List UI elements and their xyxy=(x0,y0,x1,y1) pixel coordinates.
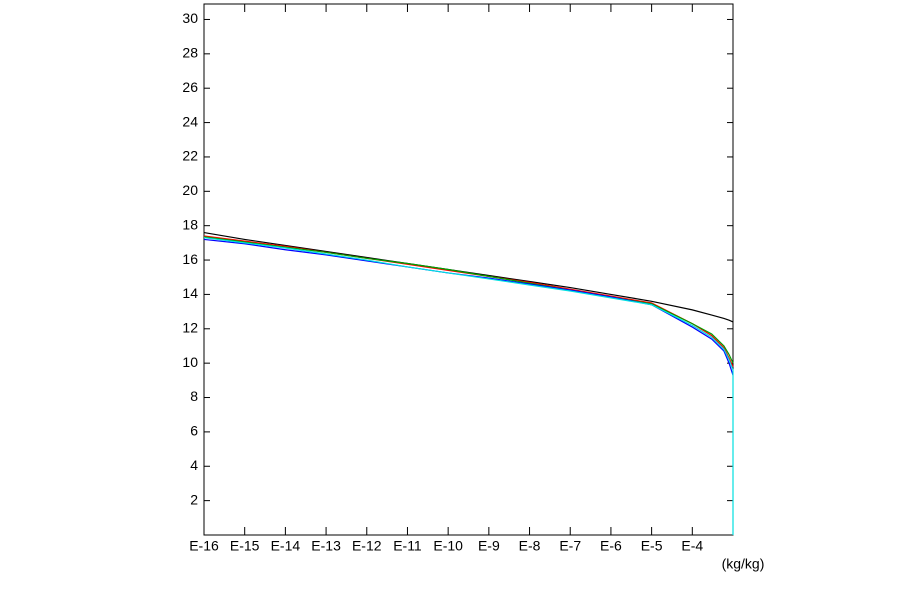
series-line xyxy=(203,231,734,323)
x-tick-label: E-16 xyxy=(189,538,219,554)
series-line xyxy=(203,238,734,376)
y-tick-label: 10 xyxy=(182,354,198,370)
y-tick-label: 24 xyxy=(182,113,198,129)
y-tick-label: 26 xyxy=(182,79,198,95)
x-tick-label: E-6 xyxy=(600,538,622,554)
x-tick-label: E-5 xyxy=(641,538,663,554)
x-tick-label: E-4 xyxy=(681,538,703,554)
y-tick-label: 14 xyxy=(182,285,198,301)
x-tick-label: E-13 xyxy=(311,538,341,554)
y-tick-label: 2 xyxy=(190,491,198,507)
series-line xyxy=(203,237,734,535)
series-line xyxy=(203,236,734,364)
y-tick-label: 6 xyxy=(190,423,198,439)
y-tick-label: 30 xyxy=(182,10,198,26)
y-tick-label: 28 xyxy=(182,45,198,61)
x-unit-label: (kg/kg) xyxy=(722,556,765,572)
y-tick-label: 4 xyxy=(190,457,198,473)
x-tick-label: E-14 xyxy=(271,538,301,554)
x-tick-label: E-10 xyxy=(433,538,463,554)
x-tick-label: E-12 xyxy=(352,538,382,554)
plot-frame xyxy=(203,3,734,536)
y-tick-label: 22 xyxy=(182,148,198,164)
y-tick-label: 8 xyxy=(190,388,198,404)
y-tick-label: 16 xyxy=(182,251,198,267)
x-tick-label: E-7 xyxy=(559,538,581,554)
x-tick-label: E-15 xyxy=(230,538,260,554)
y-tick-label: 18 xyxy=(182,216,198,232)
y-tick-label: 20 xyxy=(182,182,198,198)
x-tick-label: E-9 xyxy=(478,538,500,554)
y-tick-label: 12 xyxy=(182,319,198,335)
x-tick-label: E-11 xyxy=(393,538,422,554)
x-tick-label: E-8 xyxy=(519,538,541,554)
